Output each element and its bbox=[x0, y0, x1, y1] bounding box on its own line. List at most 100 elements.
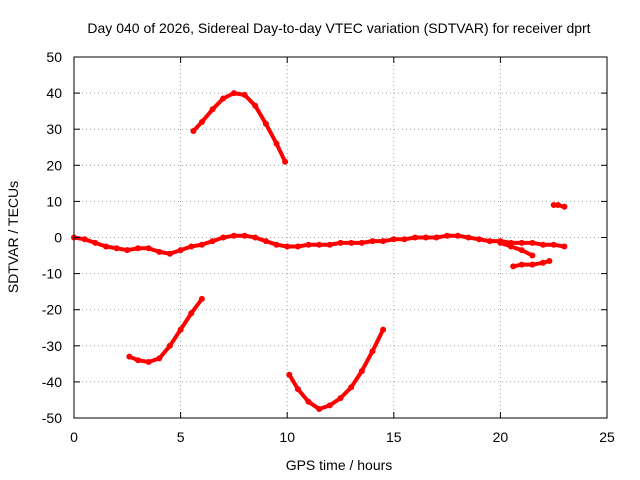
data-point bbox=[282, 158, 289, 165]
data-point bbox=[529, 252, 536, 259]
data-point bbox=[145, 359, 152, 365]
y-tick-label: -10 bbox=[42, 266, 62, 282]
data-point bbox=[337, 239, 344, 246]
y-tick-label: 20 bbox=[46, 157, 62, 173]
data-point bbox=[497, 239, 504, 246]
data-point bbox=[286, 371, 293, 378]
data-point bbox=[273, 140, 280, 147]
data-point bbox=[444, 232, 451, 239]
data-point bbox=[550, 202, 557, 208]
data-point bbox=[294, 243, 301, 250]
y-tick-label: 0 bbox=[54, 230, 62, 246]
data-point bbox=[156, 355, 163, 362]
data-point bbox=[390, 236, 397, 243]
data-point bbox=[145, 245, 152, 252]
data-point bbox=[188, 310, 195, 317]
data-point bbox=[369, 348, 376, 355]
data-point bbox=[190, 128, 197, 134]
data-point bbox=[177, 247, 184, 254]
plot-data bbox=[71, 90, 568, 412]
data-point bbox=[412, 234, 419, 241]
data-point bbox=[561, 203, 568, 210]
data-point bbox=[529, 261, 536, 268]
series-arc-high-peak bbox=[190, 90, 289, 165]
data-point bbox=[273, 241, 280, 248]
data-point bbox=[294, 386, 301, 393]
y-tick-label: -20 bbox=[42, 302, 62, 318]
data-point bbox=[550, 241, 557, 248]
data-point bbox=[177, 326, 184, 333]
x-tick-label: 10 bbox=[279, 429, 295, 445]
series-trace bbox=[287, 327, 386, 411]
data-point bbox=[465, 234, 472, 241]
data-point bbox=[486, 238, 493, 245]
chart-title: Day 040 of 2026, Sidereal Day-to-day VTE… bbox=[87, 20, 590, 36]
data-point bbox=[546, 258, 553, 264]
data-point bbox=[369, 238, 376, 245]
x-tick-label: 5 bbox=[177, 429, 185, 445]
data-point bbox=[262, 120, 269, 127]
data-point bbox=[241, 232, 248, 239]
data-point bbox=[252, 102, 259, 109]
data-point bbox=[316, 241, 323, 248]
data-point bbox=[209, 238, 216, 245]
data-point bbox=[92, 239, 99, 246]
data-point bbox=[401, 236, 408, 243]
data-point bbox=[508, 243, 515, 250]
data-point bbox=[198, 241, 205, 248]
y-tick-label: 40 bbox=[46, 85, 62, 101]
y-tick-label: -50 bbox=[42, 410, 62, 426]
data-point bbox=[262, 238, 269, 245]
data-point bbox=[188, 243, 195, 250]
y-tick-label: -30 bbox=[42, 338, 62, 354]
data-point bbox=[156, 248, 163, 255]
data-point bbox=[561, 243, 568, 250]
data-point bbox=[124, 247, 131, 254]
data-point bbox=[284, 243, 291, 250]
data-point bbox=[380, 238, 387, 245]
data-point bbox=[518, 261, 525, 268]
data-point bbox=[198, 295, 205, 302]
data-point bbox=[358, 239, 365, 246]
series-arc-low-rise bbox=[126, 295, 205, 365]
data-point bbox=[454, 232, 461, 239]
data-point bbox=[316, 406, 323, 412]
x-tick-label: 20 bbox=[493, 429, 509, 445]
data-point bbox=[209, 106, 216, 113]
series-trace bbox=[191, 91, 288, 164]
data-point bbox=[518, 239, 525, 246]
data-point bbox=[166, 342, 173, 349]
series-trace bbox=[498, 240, 535, 258]
data-point bbox=[380, 326, 387, 333]
series-arc-late-low bbox=[510, 258, 553, 270]
data-point bbox=[510, 263, 517, 270]
data-point bbox=[433, 234, 440, 241]
data-point bbox=[348, 384, 355, 391]
data-point bbox=[422, 234, 429, 241]
data-point bbox=[113, 245, 120, 252]
data-point bbox=[135, 245, 141, 252]
data-point bbox=[230, 90, 237, 97]
y-tick-label: 30 bbox=[46, 121, 62, 137]
x-tick-label: 25 bbox=[599, 429, 615, 445]
data-point bbox=[305, 241, 312, 248]
data-point bbox=[476, 236, 483, 243]
data-point bbox=[241, 91, 248, 98]
data-point bbox=[348, 239, 355, 246]
data-point bbox=[198, 119, 205, 125]
x-axis-label: GPS time / hours bbox=[286, 457, 393, 473]
data-point bbox=[230, 232, 237, 239]
y-tick-label: -40 bbox=[42, 374, 62, 390]
data-point bbox=[126, 353, 133, 360]
series-arc-deep-dip bbox=[286, 326, 387, 412]
data-point bbox=[326, 241, 333, 248]
y-axis-label: SDTVAR / TECUs bbox=[5, 181, 21, 293]
y-tick-label: 10 bbox=[46, 193, 62, 209]
data-point bbox=[135, 357, 141, 364]
ticks: 0 5 10 15 20 25 -50 -40 -30 -20 -10 0 10 20 30 40 50 bbox=[42, 49, 615, 445]
x-tick-label: 0 bbox=[70, 429, 78, 445]
data-point bbox=[540, 259, 546, 266]
data-point bbox=[326, 402, 333, 409]
